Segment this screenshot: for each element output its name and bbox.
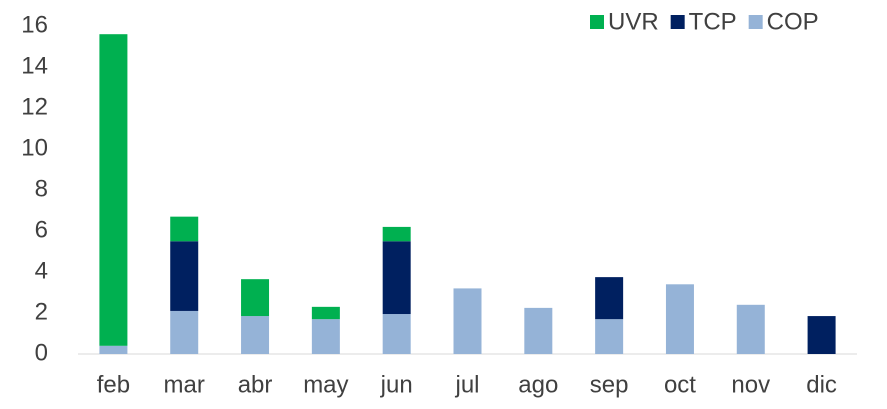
x-tick-label: nov [731,371,770,398]
y-tick-label: 10 [21,134,48,161]
bar-segment [595,277,624,320]
bar-segment [241,316,270,354]
bar-segment [170,310,199,354]
y-tick-label: 6 [35,216,48,243]
bar-segment [170,241,199,311]
bar-segment [665,284,694,354]
y-tick-label: 2 [35,298,48,325]
y-tick-label: 0 [35,339,48,366]
bar-segment [99,345,128,354]
bar-segment [453,288,482,354]
bar-segment [382,314,411,354]
legend-swatch [590,15,604,29]
x-tick-label: dic [806,371,837,398]
bar-segment [807,316,836,354]
bar-segment [595,319,624,354]
x-tick-label: mar [164,371,205,398]
x-tick-label: ago [518,371,558,398]
legend-label: UVR [608,8,659,35]
legend-label: COP [767,8,819,35]
bar-segment [99,34,128,346]
y-tick-label: 16 [21,11,48,38]
x-tick-label: oct [664,371,696,398]
x-tick-label: may [303,371,348,398]
x-tick-label: abr [238,371,273,398]
y-tick-label: 4 [35,257,48,284]
y-tick-label: 14 [21,52,48,79]
bar-segment [170,216,199,242]
bar-segment [382,241,411,315]
y-tick-label: 12 [21,93,48,120]
x-tick-label: feb [97,371,130,398]
legend-label: TCP [689,8,737,35]
bar-segment [524,307,553,354]
bar-segment [311,319,340,354]
legend-swatch [748,15,763,29]
legend-swatch [670,15,685,29]
bar-segment [382,226,411,242]
bar-segment [736,304,765,354]
x-tick-label: sep [590,371,629,398]
x-tick-label: jul [454,371,479,398]
bar-segment [311,306,340,320]
x-tick-label: jun [380,371,413,398]
bar-segment [241,279,270,317]
y-tick-label: 8 [35,175,48,202]
